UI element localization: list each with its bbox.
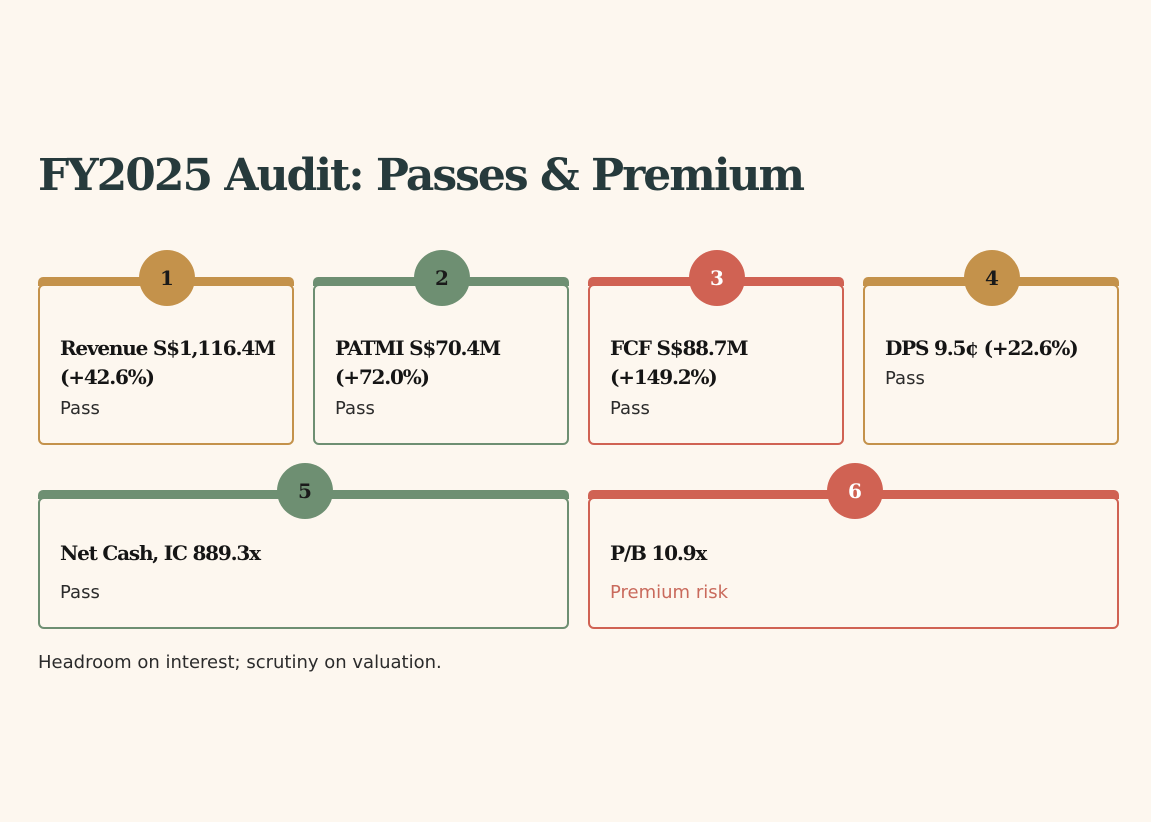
- audit-card-price-to-book: 6 P/B 10.9x Premium risk: [588, 463, 1119, 629]
- page-title: FY2025 Audit: Passes & Premium: [38, 150, 805, 201]
- card-number-badge: 6: [827, 463, 883, 519]
- card-metric: P/B 10.9x: [610, 541, 707, 565]
- card-metric: PATMI S$70.4M (+72.0%): [335, 336, 501, 389]
- card-number-badge: 4: [964, 250, 1020, 306]
- card-status: Pass: [60, 582, 100, 603]
- card-number-badge: 3: [689, 250, 745, 306]
- card-number-badge: 5: [277, 463, 333, 519]
- card-metric: DPS 9.5¢ (+22.6%): [885, 336, 1079, 360]
- audit-card-revenue: 1 Revenue S$1,116.4M (+42.6%) Pass: [38, 250, 294, 445]
- audit-card-fcf: 3 FCF S$88.7M (+149.2%) Pass: [588, 250, 844, 445]
- card-status: Pass: [60, 398, 100, 419]
- audit-card-net-cash: 5 Net Cash, IC 889.3x Pass: [38, 463, 569, 629]
- audit-card-patmi: 2 PATMI S$70.4M (+72.0%) Pass: [313, 250, 569, 445]
- card-metric: FCF S$88.7M (+149.2%): [610, 336, 748, 389]
- card-status: Pass: [610, 398, 650, 419]
- footer-note: Headroom on interest; scrutiny on valuat…: [38, 652, 442, 673]
- card-status-risk: Premium risk: [610, 582, 729, 603]
- audit-card-dps: 4 DPS 9.5¢ (+22.6%) Pass: [863, 250, 1119, 445]
- card-status: Pass: [335, 398, 375, 419]
- card-status: Pass: [885, 368, 925, 389]
- card-number-badge: 1: [139, 250, 195, 306]
- card-number-badge: 2: [414, 250, 470, 306]
- card-metric: Revenue S$1,116.4M (+42.6%): [60, 336, 276, 389]
- card-metric: Net Cash, IC 889.3x: [60, 541, 261, 565]
